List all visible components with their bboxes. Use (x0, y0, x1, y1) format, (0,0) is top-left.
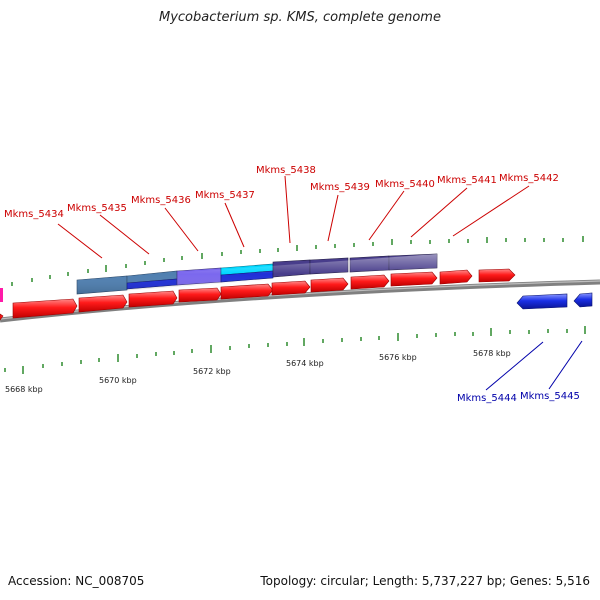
tick-label-5668: 5668 kbp (5, 385, 43, 394)
gene-label-mkms-5438[interactable]: Mkms_5438 (256, 165, 316, 176)
reverse-genes (516, 292, 593, 310)
gene-arrow-reverse[interactable] (516, 293, 568, 310)
gene-label-mkms-5444[interactable]: Mkms_5444 (457, 393, 517, 404)
gene-label-mkms-5441[interactable]: Mkms_5441 (437, 175, 497, 186)
gene-arrow-forward[interactable] (78, 294, 128, 313)
gene-label-mkms-5434[interactable]: Mkms_5434 (4, 209, 64, 220)
accession-text: Accession: NC_008705 (8, 574, 145, 588)
gene-label-mkms-5442[interactable]: Mkms_5442 (499, 173, 559, 184)
cog-track (76, 253, 438, 295)
map-title: Mycobacterium sp. KMS, complete genome (159, 10, 441, 25)
gene-label-mkms-5436[interactable]: Mkms_5436 (131, 195, 191, 206)
tick-label-5674: 5674 kbp (286, 359, 324, 368)
gene-partial-left[interactable] (0, 288, 3, 302)
tick-label-5678: 5678 kbp (473, 349, 511, 358)
upper-tick-arc (11, 236, 584, 286)
gene-label-mkms-5439[interactable]: Mkms_5439 (310, 182, 370, 193)
gene-arrow-forward[interactable] (0, 313, 4, 321)
tick-label-5670: 5670 kbp (99, 376, 137, 385)
scale-tick-arc (4, 326, 586, 374)
reverse-leader-lines (485, 340, 583, 391)
tick-label-5672: 5672 kbp (193, 367, 231, 376)
gene-label-mkms-5440[interactable]: Mkms_5440 (375, 179, 435, 190)
gene-label-mkms-5445[interactable]: Mkms_5445 (520, 391, 580, 402)
gene-arrow-forward[interactable] (12, 298, 78, 319)
gene-arrow-forward[interactable] (128, 290, 178, 308)
gene-arrow-forward[interactable] (178, 287, 222, 303)
gene-arrow-forward[interactable] (439, 269, 473, 285)
genome-summary-text: Topology: circular; Length: 5,737,227 bp… (260, 574, 590, 588)
forward-genes (0, 268, 516, 321)
gene-label-mkms-5435[interactable]: Mkms_5435 (67, 203, 127, 214)
gene-arrow-forward[interactable] (350, 274, 390, 290)
gene-label-mkms-5437[interactable]: Mkms_5437 (195, 190, 255, 201)
tick-label-5676: 5676 kbp (379, 353, 417, 362)
gene-arrow-reverse[interactable] (573, 292, 593, 308)
gene-arrow-forward[interactable] (478, 268, 516, 283)
forward-leader-lines (57, 175, 530, 259)
cog-bar-gloss (77, 254, 437, 294)
gene-arrow-forward[interactable] (220, 283, 274, 300)
gene-arrow-forward[interactable] (271, 280, 311, 296)
gene-arrow-forward[interactable] (390, 271, 438, 287)
gene-arrow-forward[interactable] (310, 277, 349, 293)
